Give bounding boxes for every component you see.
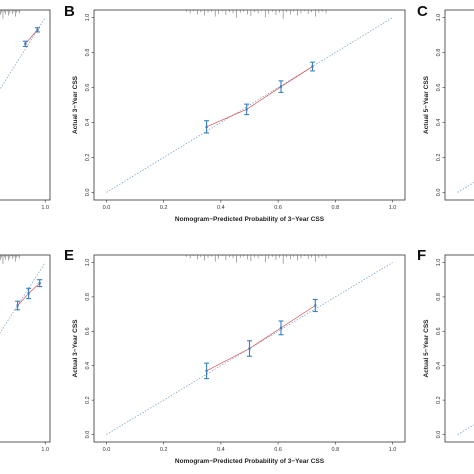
y-tick-label: 1.0: [85, 259, 91, 267]
y-tick-label: 0.4: [436, 119, 442, 127]
x-tick-label: 1.0: [389, 447, 397, 453]
x-tick-label: 0.2: [160, 205, 168, 211]
plot-frame: [444, 9, 474, 201]
rug-marks: [0, 255, 20, 264]
data-point: [311, 65, 314, 68]
y-tick-label: 0.8: [436, 293, 442, 301]
y-axis-title: Actual 5−Year CSS: [423, 75, 430, 134]
plot-frame: [444, 254, 474, 443]
panel-label-c: C: [417, 3, 428, 20]
data-point: [314, 304, 317, 307]
y-tick-label: 0.6: [85, 327, 91, 335]
calibration-panel-f: 0.0 0.2 0.4 0.6 0.8 1.0 Actual 5−Year CSS: [423, 254, 474, 443]
data-point: [205, 369, 208, 372]
ideal-diagonal-line: [457, 424, 474, 435]
data-point: [279, 85, 283, 88]
rug-marks: [186, 10, 327, 19]
calibration-panel-c: 0.0 0.2 0.4 0.6 0.8 1.0 Actual 5−Year CSS: [423, 9, 474, 201]
y-tick-label: 0.8: [85, 293, 91, 301]
fitted-calibration-line: [206, 66, 313, 128]
panel-label-f: F: [417, 247, 426, 264]
calibration-panel-b: 0.0 0.2 0.4 0.6 0.8 1.0 0.0 0.2 0.4 0.6 0.8 1.0 Nomo…: [72, 9, 406, 223]
panel-label-b: B: [64, 3, 75, 20]
calibration-panel-d: 1.0: [0, 254, 51, 453]
y-tick-label: 0.0: [85, 431, 91, 439]
plot-frame: [0, 9, 51, 201]
data-point: [16, 304, 19, 307]
y-axis-title: Actual 5−Year CSS: [423, 319, 430, 378]
y-tick-label: 0.2: [436, 396, 442, 404]
y-tick-label: 1.0: [436, 259, 442, 267]
x-tick-label: 0.4: [217, 447, 225, 453]
data-point: [27, 292, 30, 295]
x-tick-label: 1.0: [41, 447, 49, 453]
x-tick-label: 0.0: [103, 205, 111, 211]
y-tick-label: 1.0: [85, 14, 91, 22]
y-tick-label: 0.8: [85, 49, 91, 57]
ideal-diagonal-line: [457, 182, 474, 193]
y-tick-label: 0.6: [85, 84, 91, 92]
plot-frame: [0, 254, 51, 443]
y-tick-label: 0.0: [85, 189, 91, 197]
x-tick-label: 0.8: [332, 205, 340, 211]
y-tick-label: 0.6: [436, 84, 442, 92]
data-point: [205, 125, 208, 128]
data-point: [36, 28, 39, 31]
calibration-panel-e: 0.0 0.2 0.4 0.6 0.8 1.0 0.0 0.2 0.4 0.6 0.8 1.0 Nomo…: [72, 254, 406, 465]
rug-marks: [0, 10, 20, 19]
ideal-diagonal-line: [106, 17, 393, 193]
y-tick-label: 0.0: [436, 431, 442, 439]
x-axis-title: Nomogram−Predicted Probability of 3−Year…: [175, 458, 325, 465]
x-tick-label: 1.0: [41, 205, 49, 211]
x-tick-label: 1.0: [389, 205, 397, 211]
plot-frame: [93, 254, 406, 443]
y-axis-title: Actual 3−Year CSS: [72, 75, 79, 134]
y-tick-label: 0.2: [85, 154, 91, 162]
x-tick-label: 0.2: [160, 447, 168, 453]
plot-frame: [93, 9, 406, 201]
x-tick-label: 0.6: [274, 447, 282, 453]
data-point: [24, 42, 27, 45]
data-point: [245, 108, 248, 111]
rug-marks: [186, 255, 327, 264]
y-tick-label: 0.0: [436, 189, 442, 197]
x-tick-label: 0.0: [103, 447, 111, 453]
y-tick-label: 0.8: [436, 49, 442, 57]
x-tick-label: 0.8: [332, 447, 340, 453]
y-tick-label: 0.4: [436, 362, 442, 370]
ideal-diagonal-line: [0, 262, 46, 334]
data-point: [38, 282, 41, 285]
y-tick-label: 0.2: [85, 396, 91, 404]
x-axis-title: Nomogram−Predicted Probability of 3−Year…: [175, 216, 325, 223]
panel-label-e: E: [64, 247, 74, 264]
y-axis-title: Actual 3−Year CSS: [72, 319, 79, 378]
data-point: [248, 347, 251, 350]
y-tick-label: 0.2: [436, 154, 442, 162]
x-tick-label: 0.4: [217, 205, 225, 211]
y-tick-label: 0.4: [85, 362, 91, 370]
fitted-calibration-line: [206, 305, 316, 372]
x-tick-label: 0.6: [274, 205, 282, 211]
ideal-diagonal-line: [0, 17, 46, 90]
y-tick-label: 0.6: [436, 327, 442, 335]
calibration-panel-a: 1.0: [0, 9, 51, 211]
y-tick-label: 0.4: [85, 119, 91, 127]
data-point: [279, 326, 283, 329]
y-tick-label: 1.0: [436, 14, 442, 22]
